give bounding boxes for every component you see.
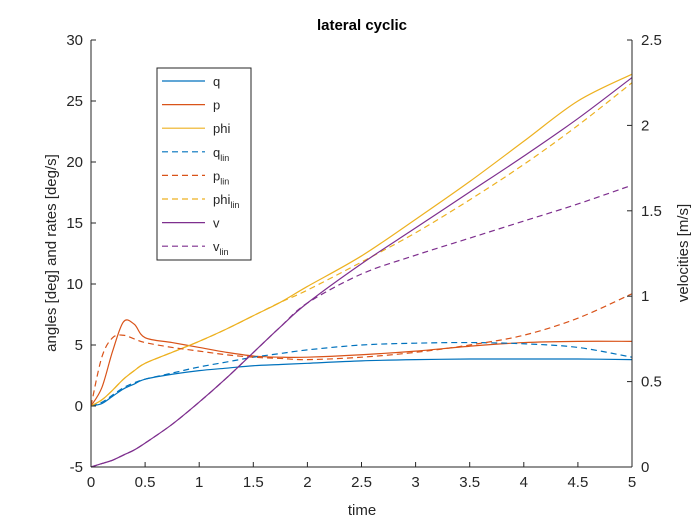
x-axis-label: time bbox=[348, 502, 376, 519]
left-y-tick-label: 5 bbox=[75, 337, 83, 354]
legend-label-name: v bbox=[213, 239, 220, 254]
legend-label: p bbox=[213, 98, 220, 113]
left-y-axis-label: angles [deg] and rates [deg/s] bbox=[43, 154, 60, 352]
left-y-tick-label: 0 bbox=[75, 398, 83, 415]
left-y-tick-label: 25 bbox=[66, 93, 83, 110]
legend-label: philin bbox=[213, 192, 239, 210]
legend-label-name: p bbox=[213, 168, 220, 183]
right-y-tick-label: 0 bbox=[641, 459, 649, 476]
left-y-tick-label: -5 bbox=[70, 459, 83, 476]
left-y-tick-label: 30 bbox=[66, 32, 83, 49]
legend-label-name: q bbox=[213, 145, 220, 160]
legend-label-subscript: lin bbox=[220, 176, 229, 186]
x-tick-label: 1 bbox=[195, 474, 203, 491]
legend-label-subscript: lin bbox=[220, 153, 229, 163]
right-y-axis-label: velocities [m/s] bbox=[675, 204, 692, 302]
series-line-q bbox=[90, 358, 633, 407]
x-tick-label: 0.5 bbox=[135, 474, 156, 491]
x-tick-label: 2.5 bbox=[351, 474, 372, 491]
right-y-tick-label: 1 bbox=[641, 288, 649, 305]
x-tick-label: 3.5 bbox=[459, 474, 480, 491]
series-line-v-lin bbox=[90, 184, 633, 468]
left-y-tick-label: 15 bbox=[66, 215, 83, 232]
legend-label: q bbox=[213, 74, 220, 89]
x-tick-label: 4.5 bbox=[567, 474, 588, 491]
series-line-q-lin bbox=[90, 341, 633, 407]
left-y-tick-label: 10 bbox=[66, 276, 83, 293]
legend-label: phi bbox=[213, 121, 230, 136]
right-y-tick-label: 0.5 bbox=[641, 374, 662, 391]
series-line-phi-lin bbox=[90, 82, 633, 407]
legend-label-name: p bbox=[213, 98, 220, 113]
x-tick-label: 0 bbox=[87, 474, 95, 491]
x-tick-label: 1.5 bbox=[243, 474, 264, 491]
series-layer bbox=[90, 73, 633, 468]
legend-label: v bbox=[213, 216, 220, 231]
legend-label: vlin bbox=[213, 239, 229, 257]
legend-label: qlin bbox=[213, 145, 229, 163]
ticks-layer: 0 0.5 1 1.5 2 2.5 3 3.5 4 4.5 5-505101520253000.51… bbox=[66, 32, 662, 491]
legend-label-name: phi bbox=[213, 192, 230, 207]
series-line-p bbox=[90, 319, 633, 407]
chart-title: lateral cyclic bbox=[317, 17, 407, 34]
left-y-tick-label: 20 bbox=[66, 154, 83, 171]
legend-box bbox=[156, 67, 252, 261]
right-y-tick-label: 1.5 bbox=[641, 203, 662, 220]
legend-label-name: phi bbox=[213, 121, 230, 136]
x-tick-label: 4 bbox=[520, 474, 528, 491]
x-tick-label: 2 bbox=[303, 474, 311, 491]
series-line-p-lin bbox=[90, 293, 633, 407]
x-tick-label: 3 bbox=[411, 474, 419, 491]
x-tick-label: 5 bbox=[628, 474, 636, 491]
legend-label: plin bbox=[213, 168, 229, 186]
legend-label-name: q bbox=[213, 74, 220, 89]
legend-label-name: v bbox=[213, 216, 220, 231]
right-y-tick-label: 2 bbox=[641, 117, 649, 134]
right-y-tick-label: 2.5 bbox=[641, 32, 662, 49]
legend-label-subscript: lin bbox=[230, 200, 239, 210]
legend-label-subscript: lin bbox=[220, 247, 229, 257]
